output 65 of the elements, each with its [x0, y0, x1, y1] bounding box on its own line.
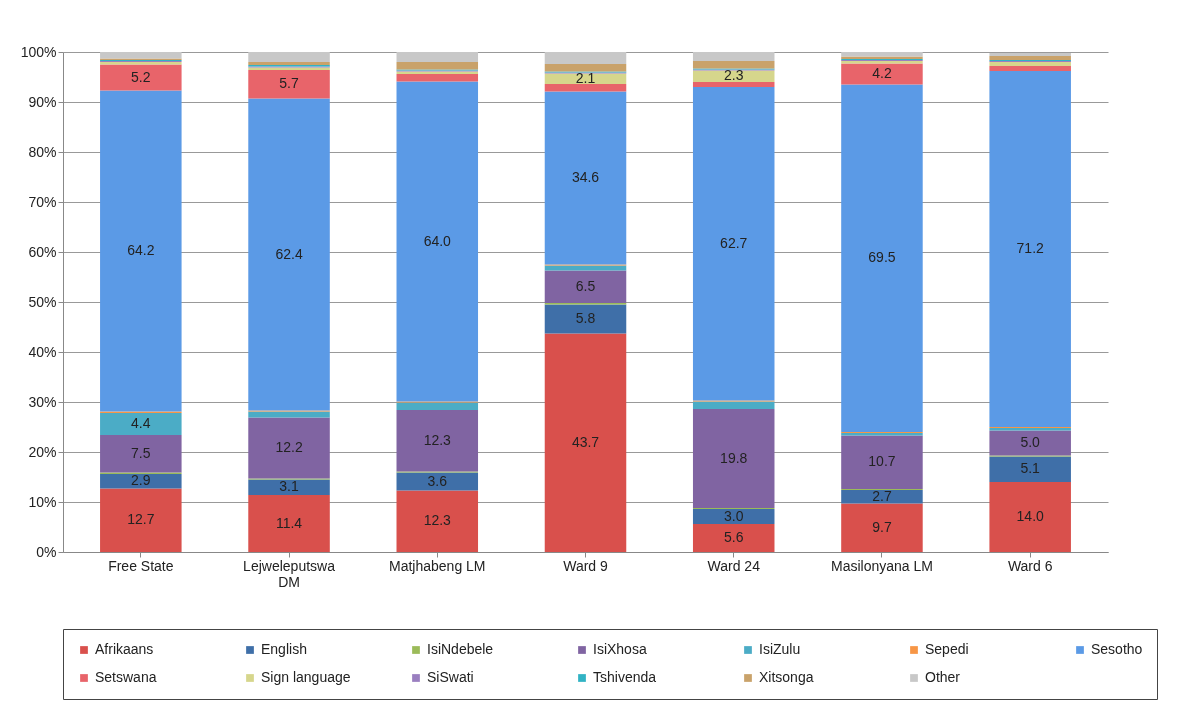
- legend-label: IsiNdebele: [427, 641, 494, 657]
- legend-label: Sepedi: [925, 641, 969, 657]
- data-label: 64.2: [127, 242, 155, 258]
- data-label: 43.7: [571, 433, 600, 450]
- data-label: 71.2: [1016, 240, 1045, 256]
- legend-label: Tshivenda: [593, 669, 657, 685]
- legend-label: SiSwati: [427, 669, 474, 685]
- data-label: 11.4: [275, 514, 303, 531]
- y-tick-label: 10%: [28, 493, 57, 510]
- data-label: 69.5: [868, 249, 896, 266]
- legend-label: Sign language: [261, 669, 351, 685]
- legend-label: Sesotho: [1091, 641, 1143, 657]
- y-tick-label: 40%: [28, 343, 57, 360]
- legend-label: Xitsonga: [759, 669, 814, 685]
- data-label: 62.7: [720, 234, 748, 251]
- data-label: 4.4: [131, 415, 151, 431]
- x-tick-label: Matjhabeng LM: [389, 557, 486, 574]
- data-label: 14.0: [1016, 508, 1045, 524]
- legend-label: English: [261, 641, 307, 657]
- data-label: 5.7: [279, 75, 299, 92]
- data-label: 3.1: [279, 478, 299, 495]
- data-label: 5.6: [723, 529, 744, 545]
- data-label: 4.2: [872, 65, 892, 81]
- data-label: 5.8: [575, 310, 596, 326]
- x-tick-label: Free State: [108, 557, 174, 574]
- legend-label: IsiZulu: [759, 641, 801, 657]
- data-label: 5.1: [1020, 460, 1041, 477]
- y-tick-label: 50%: [28, 293, 57, 310]
- data-label: 12.7: [127, 511, 155, 528]
- data-label: 19.8: [720, 449, 748, 466]
- data-label: 2.3: [723, 67, 744, 84]
- data-label: 2.7: [872, 487, 892, 504]
- x-tick-label: Masilonyana LM: [830, 557, 933, 574]
- y-tick-label: 100%: [20, 43, 57, 60]
- y-tick-label: 20%: [28, 443, 57, 460]
- legend-label: IsiXhosa: [593, 641, 647, 657]
- x-tick-label: Ward 6: [1007, 557, 1053, 574]
- y-tick-label: 0%: [36, 543, 57, 560]
- data-label: 34.6: [571, 169, 600, 185]
- data-label: 12.3: [423, 431, 452, 448]
- y-tick-label: 90%: [28, 93, 57, 110]
- legend-label: Other: [925, 669, 961, 685]
- data-label: 3.0: [723, 507, 744, 524]
- data-label: 6.5: [575, 277, 596, 294]
- data-label: 5.2: [131, 68, 151, 85]
- data-label: 2.1: [575, 69, 596, 86]
- data-label: 2.9: [131, 472, 151, 489]
- x-tick-label: Lejweleputswa DM: [243, 557, 336, 590]
- data-label: 12.2: [275, 439, 303, 455]
- y-tick-label: 60%: [28, 243, 57, 260]
- y-tick-label: 70%: [28, 193, 57, 210]
- data-label: 12.3: [423, 512, 452, 529]
- x-tick-label: Ward 24: [707, 557, 761, 574]
- data-label: 3.6: [427, 472, 448, 489]
- data-label: 7.5: [131, 444, 151, 461]
- data-label: 5.0: [1020, 434, 1041, 450]
- y-tick-label: 80%: [28, 143, 57, 160]
- data-label: 10.7: [868, 453, 896, 470]
- data-label: 64.0: [423, 232, 452, 249]
- legend-label: Afrikaans: [95, 641, 154, 657]
- data-label: 9.7: [872, 518, 892, 535]
- y-tick-label: 30%: [28, 393, 57, 410]
- x-tick-label: Ward 9: [563, 557, 609, 574]
- legend-label: Setswana: [95, 669, 157, 685]
- data-label: 62.4: [275, 245, 303, 262]
